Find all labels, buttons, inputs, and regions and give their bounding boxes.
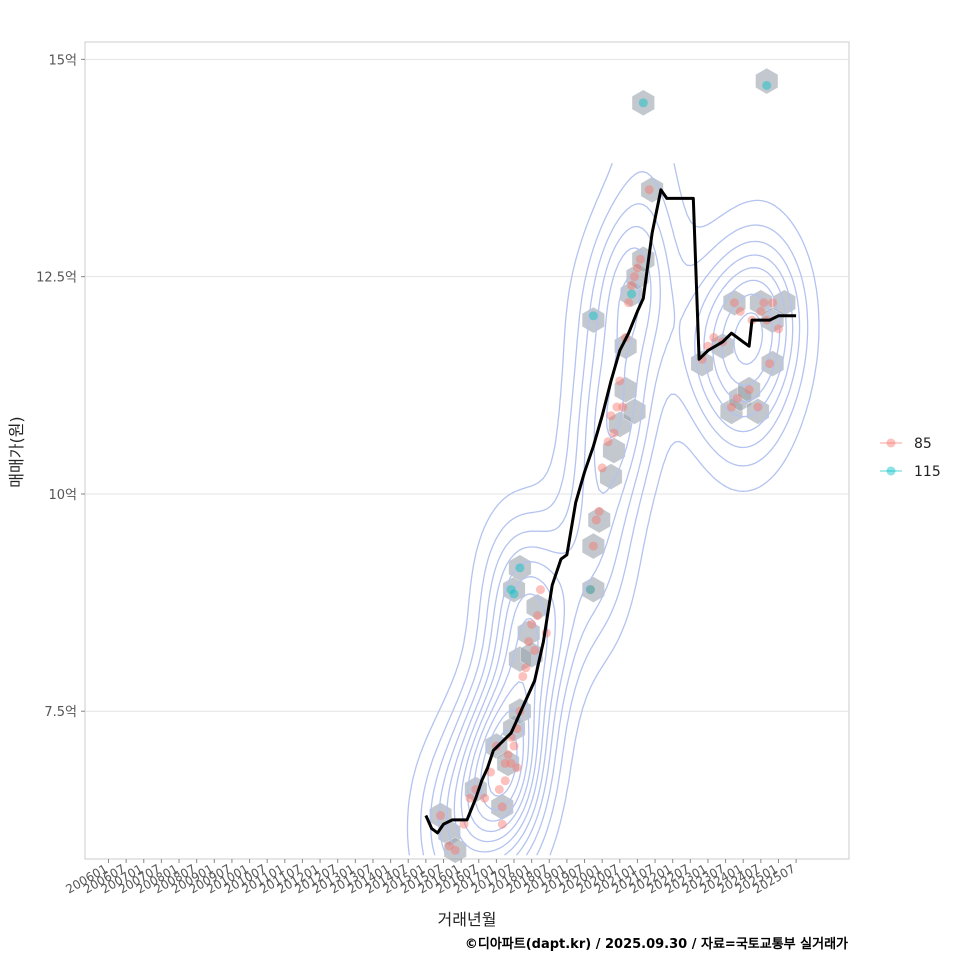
data-point <box>509 741 519 751</box>
legend-swatch <box>886 466 896 476</box>
data-point <box>635 254 645 264</box>
legend-swatch <box>886 438 896 448</box>
trend-line <box>424 188 797 835</box>
data-point <box>503 750 513 760</box>
hexbin <box>749 289 773 316</box>
data-point <box>585 585 595 595</box>
density-contour <box>429 203 801 856</box>
data-point <box>753 402 763 412</box>
y-tick-label: 15억 <box>48 53 77 68</box>
grid <box>85 58 849 712</box>
x-axis: 2006012006072007012007072008012008072009… <box>63 859 798 897</box>
data-point <box>450 845 460 855</box>
data-point <box>627 280 637 290</box>
legend-item-85: 85 <box>880 436 932 452</box>
data-point <box>465 793 475 803</box>
data-point <box>709 333 719 343</box>
data-point <box>627 289 637 299</box>
legend-label: 85 <box>914 436 932 452</box>
data-point <box>521 663 531 673</box>
data-point <box>480 793 490 803</box>
data-point <box>585 585 595 595</box>
data-point <box>588 541 598 551</box>
data-point <box>591 515 601 525</box>
data-point <box>632 263 642 273</box>
data-point <box>765 359 775 369</box>
series-115 <box>506 80 772 599</box>
trend-line-layer <box>424 188 797 835</box>
caption: ©디아파트(dapt.kr) / 2025.09.30 / 자료=국토교통부 실… <box>465 936 848 952</box>
data-point <box>497 802 507 812</box>
hexbin <box>599 463 623 490</box>
plot-panel <box>84 41 850 860</box>
y-axis: 7.5억 10억 12.5억 15억 <box>36 53 85 720</box>
x-axis-title: 거래년월 <box>438 910 497 929</box>
data-point <box>606 411 616 421</box>
hexbin <box>602 437 626 464</box>
data-point <box>494 784 504 794</box>
data-point <box>638 98 648 108</box>
data-point <box>624 298 634 308</box>
hexbin <box>755 67 779 95</box>
density-contour <box>473 681 530 822</box>
data-point <box>533 611 543 621</box>
hexbin <box>581 532 605 560</box>
y-axis-title: 매매가(원) <box>7 416 26 487</box>
hexbin <box>496 750 520 777</box>
data-point <box>759 298 769 308</box>
data-point <box>594 506 604 516</box>
series-85 <box>436 185 783 855</box>
data-point <box>500 758 510 768</box>
y-tick-label: 10억 <box>48 488 77 503</box>
y-tick-label: 12.5억 <box>36 271 77 286</box>
data-point <box>603 437 613 447</box>
data-point <box>773 324 783 334</box>
data-point <box>768 298 778 308</box>
data-point <box>609 428 619 438</box>
data-point <box>527 619 537 629</box>
data-point <box>497 819 507 829</box>
data-point <box>512 763 522 773</box>
legend: 85 115 <box>880 436 941 480</box>
density-contour <box>467 312 764 833</box>
data-point <box>588 311 598 321</box>
data-point <box>524 637 534 647</box>
data-point <box>729 298 739 308</box>
hexbin <box>640 176 664 204</box>
scatter-points <box>436 80 783 855</box>
data-point <box>726 402 736 412</box>
data-point <box>615 376 625 386</box>
data-point <box>500 776 510 786</box>
data-point <box>506 758 516 768</box>
data-point <box>744 385 754 395</box>
legend-item-115: 115 <box>880 464 941 480</box>
data-point <box>756 306 766 316</box>
data-point <box>459 819 469 829</box>
data-point <box>518 671 528 681</box>
density-contour <box>480 708 525 811</box>
data-point <box>515 563 525 573</box>
data-point <box>444 841 454 851</box>
data-point <box>618 402 628 412</box>
data-point <box>644 185 654 195</box>
data-point <box>629 272 639 282</box>
legend-label: 115 <box>914 464 941 480</box>
density-contour <box>446 247 787 856</box>
data-point <box>612 402 622 412</box>
data-point <box>732 393 742 403</box>
data-point <box>509 589 519 599</box>
data-point <box>735 306 745 316</box>
data-point <box>436 811 446 821</box>
hexbin <box>631 89 655 117</box>
data-point <box>535 585 545 595</box>
data-point <box>530 645 540 655</box>
data-point <box>506 585 516 595</box>
data-point <box>597 463 607 473</box>
density-contour <box>406 163 820 856</box>
density-contour <box>420 171 809 856</box>
hexbin <box>587 506 611 534</box>
y-tick-label: 7.5억 <box>44 705 77 720</box>
data-point <box>762 80 772 90</box>
